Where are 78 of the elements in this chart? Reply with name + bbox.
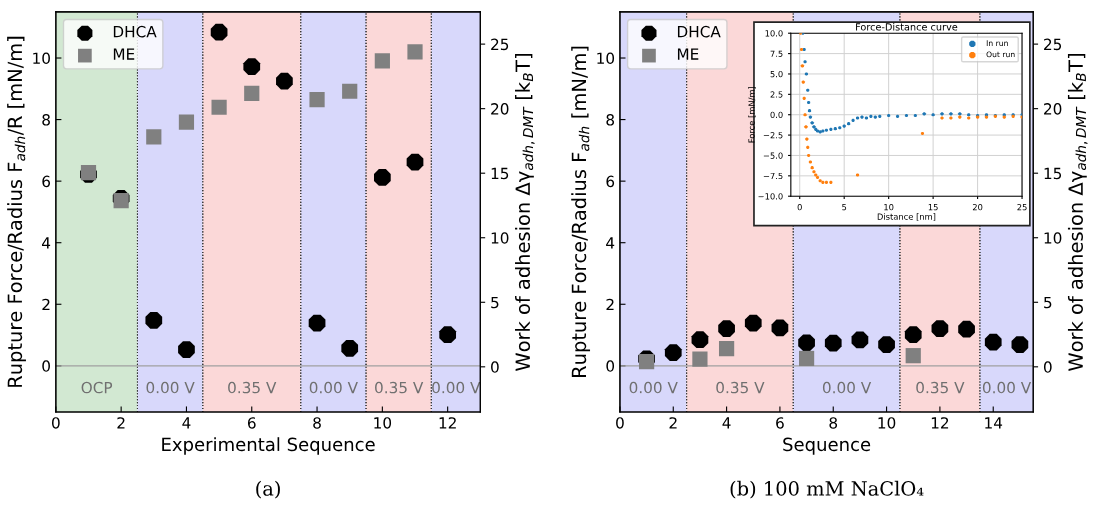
y-tick-label: 0.0 bbox=[770, 111, 783, 118]
band-label: 0.35 V bbox=[716, 381, 765, 394]
y2-tick-label: 10 bbox=[1044, 232, 1062, 244]
x-tick-label: 10 bbox=[374, 417, 392, 429]
y2-tick-label: 15 bbox=[1044, 167, 1062, 180]
y-axis-title: Force [mN/m] bbox=[748, 86, 756, 143]
x-tick-label: 8 bbox=[313, 417, 321, 429]
band-label: 0.00 V bbox=[982, 381, 1032, 394]
y-axis-title: Rupture Force/Radius F$_{adh}$ [mN/m] bbox=[571, 46, 591, 377]
x-axis-title: Distance [nm] bbox=[877, 213, 936, 221]
x-tick-label: 2 bbox=[117, 417, 125, 429]
x-tick-label: 12 bbox=[931, 417, 949, 429]
y-tick-label: 0 bbox=[42, 360, 50, 372]
y2-tick-label: 25 bbox=[1044, 38, 1062, 51]
band-label: 0.35 V bbox=[916, 381, 965, 394]
legend-label: DHCA bbox=[113, 25, 157, 38]
x-tick-label: 10 bbox=[884, 204, 894, 211]
y2-tick-label: 15 bbox=[491, 167, 509, 180]
x-tick-label: 0 bbox=[616, 417, 624, 429]
band-label: 0.35 V bbox=[375, 381, 424, 394]
y2-tick-label: 25 bbox=[491, 38, 509, 51]
x-tick-label: 20 bbox=[972, 204, 983, 211]
x-tick-label: 4 bbox=[182, 417, 191, 429]
band-label: 0.00 V bbox=[309, 381, 358, 394]
chart-title: Force-Distance curve bbox=[856, 23, 958, 31]
y-tick-label: 8 bbox=[42, 114, 50, 126]
y2-tick-label: 5 bbox=[1044, 296, 1052, 309]
y-tick-label: 7.5 bbox=[770, 50, 783, 57]
band-label: 0.35 V bbox=[228, 381, 277, 394]
band-label: 0.00 V bbox=[146, 381, 195, 394]
band-label: 0.00 V bbox=[822, 381, 872, 394]
y-tick-label: −2.5 bbox=[763, 132, 783, 139]
y-tick-label: 4 bbox=[42, 237, 51, 249]
x-tick-label: 6 bbox=[247, 417, 256, 429]
x-axis-title: Sequence bbox=[783, 437, 871, 455]
y-tick-label: 10.0 bbox=[765, 30, 783, 37]
x-tick-label: 10 bbox=[878, 417, 896, 429]
y-axis-title: Rupture Force/Radius F$_{adh}$/R [mN/m] bbox=[7, 36, 26, 387]
y2-tick-label: 0 bbox=[1043, 361, 1052, 373]
x-tick-label: 14 bbox=[985, 417, 1003, 429]
text: (b) 100 mM NaClO₄ bbox=[730, 480, 924, 499]
y2-tick-label: 10 bbox=[491, 232, 509, 244]
x-tick-label: 15 bbox=[928, 204, 938, 211]
y-tick-label: 10 bbox=[597, 52, 615, 65]
y-tick-label: 6 bbox=[606, 175, 615, 188]
text: (a) bbox=[256, 480, 280, 499]
legend-label: DHCA bbox=[677, 25, 721, 38]
band-label: OCP bbox=[81, 381, 113, 394]
x-tick-label: 12 bbox=[439, 417, 456, 429]
y2-tick-label: 20 bbox=[491, 103, 509, 115]
x-tick-label: 4 bbox=[722, 417, 731, 429]
y-tick-label: 2 bbox=[42, 298, 50, 311]
y2-tick-label: 5 bbox=[491, 296, 499, 309]
y-tick-label: 0 bbox=[606, 360, 615, 372]
y-tick-label: −5.0 bbox=[763, 152, 783, 159]
x-axis-title: Experimental Sequence bbox=[162, 437, 375, 455]
x-tick-label: 8 bbox=[829, 417, 838, 429]
y-tick-label: 2 bbox=[606, 298, 614, 311]
y2-axis-title: Work of adhesion Δγ$_{adh,DMT}$ [k$_{B}$T] bbox=[515, 54, 535, 371]
band-label: 0.00 V bbox=[629, 381, 678, 394]
x-tick-label: 2 bbox=[669, 417, 677, 429]
y-tick-label: 6 bbox=[42, 175, 51, 188]
y-tick-label: 4 bbox=[606, 237, 615, 249]
y2-tick-label: 0 bbox=[491, 361, 499, 373]
y-tick-label: −10.0 bbox=[758, 193, 783, 200]
y-tick-label: 10 bbox=[33, 52, 50, 65]
y-tick-label: −7.5 bbox=[763, 172, 783, 180]
y-tick-label: 5.0 bbox=[770, 70, 783, 78]
x-tick-label: 5 bbox=[842, 204, 847, 211]
x-tick-label: 25 bbox=[1017, 204, 1027, 211]
y-tick-label: 8 bbox=[606, 114, 615, 126]
y-tick-label: 2.5 bbox=[770, 91, 783, 98]
y2-tick-label: 20 bbox=[1044, 103, 1062, 115]
x-tick-label: 0 bbox=[797, 204, 802, 211]
x-tick-label: 0 bbox=[52, 417, 60, 429]
y2-axis-title: Work of adhesion Δγ$_{adh,DMT}$ [k$_{B}$T] bbox=[1067, 54, 1088, 371]
legend-label: ME bbox=[677, 48, 699, 60]
legend-label: ME bbox=[113, 48, 135, 60]
